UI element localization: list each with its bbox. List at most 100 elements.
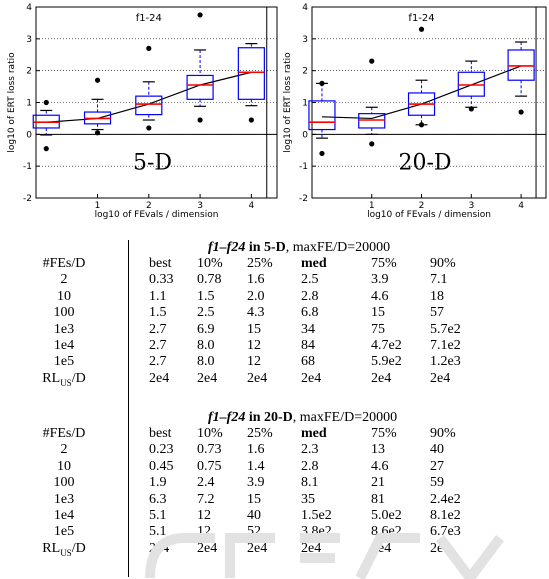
table-title-function: f1–f24 <box>208 240 246 255</box>
table-cell: 6.3 <box>149 491 167 507</box>
table-cell: 8.1e2 <box>430 508 461 523</box>
box-iqr <box>237 47 265 100</box>
outlier-point <box>43 99 49 106</box>
x-tick-label: 2 <box>146 201 152 211</box>
function-annotation: f1-24 <box>136 13 162 24</box>
table-cell: 2.8 <box>301 458 319 474</box>
table-cell: 1.6 <box>247 272 265 288</box>
table-cell: 81 <box>371 491 385 507</box>
table-cell: 1e4 <box>53 338 75 353</box>
table-cell: 1e4 <box>53 508 75 523</box>
table-cell: 3.8e2 <box>301 524 332 540</box>
x-tick-label: 1 <box>369 201 375 211</box>
outlier-point <box>319 80 325 86</box>
table-cell: 6.8 <box>301 305 319 321</box>
y-tick-label: 0 <box>26 130 32 140</box>
box-iqr <box>186 74 214 100</box>
table-cell: 1.2e3 <box>430 354 461 370</box>
x-tick-label: 2 <box>419 201 425 211</box>
table-header-cell: 25% <box>247 256 273 271</box>
table-cell: 2e4 <box>149 540 170 556</box>
y-tick-label: 4 <box>302 3 308 13</box>
table-cell: 12 <box>197 508 211 523</box>
table-cell: 2e4 <box>149 370 170 386</box>
table-cell: 84 <box>301 338 315 353</box>
table-cell: 1.5 <box>197 288 215 304</box>
table-cell: 2e4 <box>430 540 451 556</box>
table-cell: 40 <box>430 442 444 458</box>
table-header-cell: 90% <box>430 256 456 271</box>
table-cell: 2e4 <box>197 370 218 386</box>
table-cell: 15 <box>371 305 385 321</box>
table-cell: 2e4 <box>247 540 268 556</box>
outlier-point <box>43 146 49 152</box>
table-cell: 10 <box>57 458 71 474</box>
outlier-point <box>146 45 152 51</box>
table-cell: 1e3 <box>53 491 75 507</box>
table-cell: 4.6 <box>371 458 389 474</box>
x-axis-label: log10 of FEvals / dimension <box>367 210 491 220</box>
function-annotation: f1-24 <box>408 13 434 24</box>
table-cell: 2e4 <box>301 540 322 556</box>
boxplot-20d: -2 -1 0 1 2 3 4 1 2 3 4 log10 of FEvals / dimension… <box>283 3 547 220</box>
outlier-point <box>94 130 101 136</box>
y-tick-label: 4 <box>26 3 32 13</box>
outlier-point <box>94 77 101 83</box>
table-cell: 52 <box>247 524 261 540</box>
outlier-point <box>197 117 203 123</box>
table-cell: 10 <box>57 288 71 304</box>
table-cell: 12 <box>197 524 211 540</box>
table-cell: 8.1 <box>301 475 319 491</box>
x-tick-label: 4 <box>518 201 524 211</box>
y-tick-label: -2 <box>299 194 308 204</box>
table-cell: 4.3 <box>247 305 265 321</box>
table-cell: 2e4 <box>371 370 392 386</box>
table-cell: 7.1e2 <box>430 338 461 353</box>
table-title: f1–f24 in 5-D, maxFE/D=20000 <box>208 240 390 256</box>
table-cell: 1.9 <box>149 475 167 491</box>
table-header-cell: best <box>149 256 172 271</box>
x-tick-label: 1 <box>95 201 101 211</box>
table-header-cell: med <box>301 426 327 441</box>
table-cell: 2.3 <box>301 442 319 458</box>
table-cell: 15 <box>247 321 261 337</box>
table-cell: 2.4e2 <box>430 491 461 507</box>
table-cell: 0.33 <box>149 272 174 288</box>
table-cell: 0.75 <box>197 458 222 474</box>
dimension-label: 20-D <box>398 150 451 175</box>
table-cell: 0.78 <box>197 272 222 288</box>
table-cell: 8.0 <box>197 338 215 353</box>
x-axis-label: log10 of FEvals / dimension <box>95 210 219 220</box>
table-cell: 2.8 <box>301 288 319 304</box>
table-cell: 1.5e2 <box>301 508 332 523</box>
y-tick-label: 0 <box>302 130 308 140</box>
table-header-cell: best <box>149 426 172 441</box>
table-cell: 5.1 <box>149 524 167 540</box>
table-cell: 2.5 <box>301 272 319 288</box>
outlier-point <box>369 141 375 147</box>
table-header-cell: #FEs/D <box>42 256 86 271</box>
table-cell: 6.7e3 <box>430 524 461 540</box>
table-cell: 13 <box>371 442 385 458</box>
table-cell: 100 <box>53 475 75 491</box>
table-cell: 40 <box>247 508 261 523</box>
table-cell: 35 <box>301 491 315 507</box>
table-cell: 4.7e2 <box>371 338 402 353</box>
table-cell: 7.1 <box>430 272 448 288</box>
table-cell: 12 <box>247 354 261 370</box>
table-title-budget: , maxFE/D=20000 <box>285 240 391 255</box>
table-cell: 1.5 <box>149 305 167 321</box>
y-tick-label: 2 <box>302 67 308 77</box>
y-tick-label: 3 <box>302 35 308 45</box>
table-cell: 21 <box>371 475 385 491</box>
table-cell: 1e3 <box>53 321 75 337</box>
outlier-point <box>248 117 254 123</box>
outlier-point <box>418 26 425 32</box>
table-header-cell: 75% <box>371 426 397 441</box>
outlier-point <box>418 122 425 128</box>
table-cell: 1e5 <box>53 524 75 540</box>
table-cell: 1.6 <box>247 442 265 458</box>
table-cell: 2e4 <box>197 540 218 556</box>
table-cell: 27 <box>430 458 444 474</box>
outlier-point <box>319 150 325 157</box>
